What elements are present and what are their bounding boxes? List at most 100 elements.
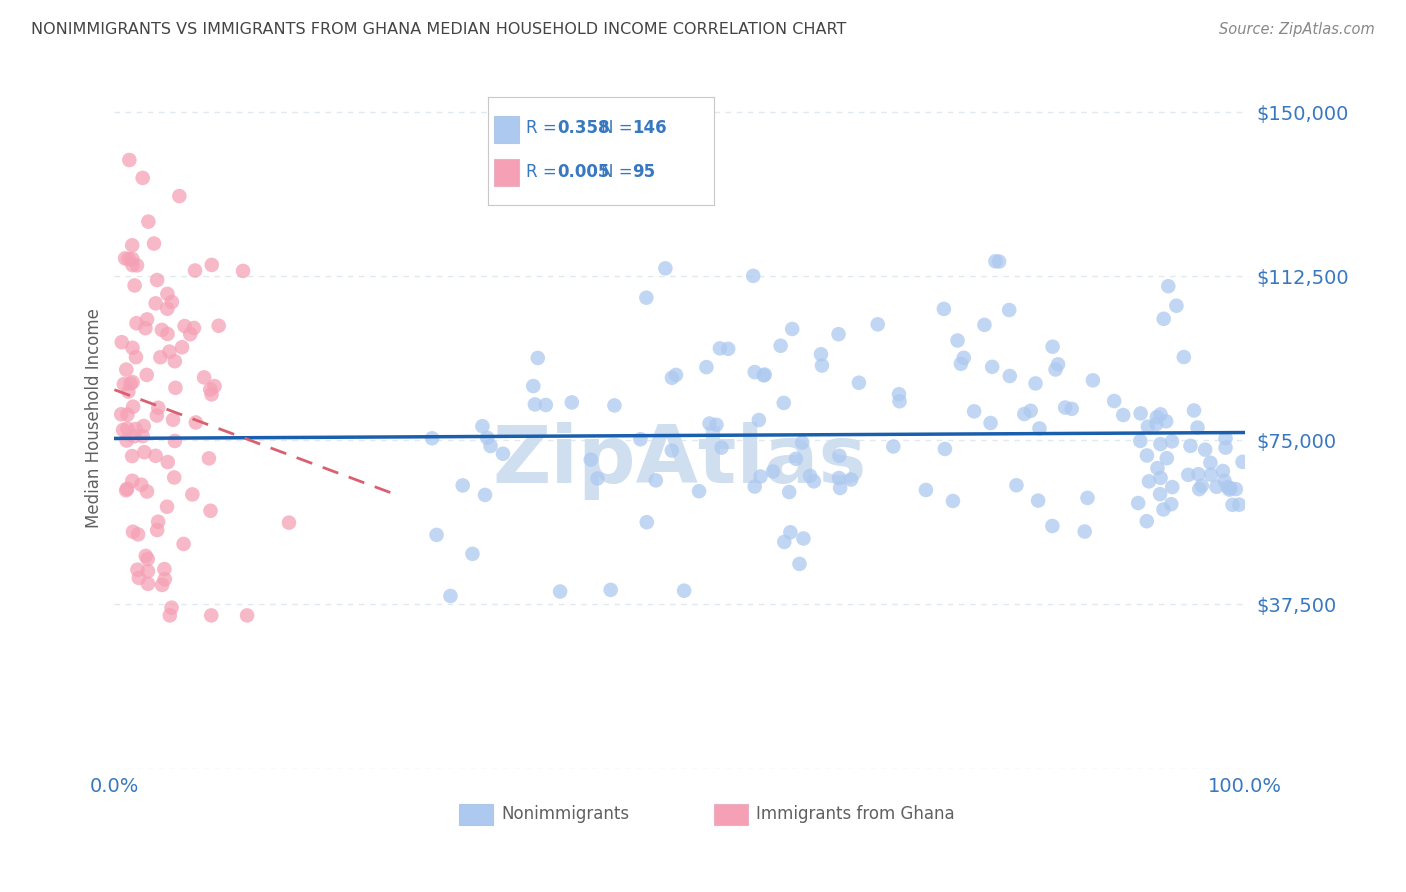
Point (1219, 481, 1241, 495)
Point (136, 577, 159, 591)
Point (1232, 455, 1254, 469)
Point (131, 429, 153, 443)
Point (474, 488, 496, 502)
Point (810, 347, 832, 361)
Point (156, 500, 179, 514)
Point (1081, 373, 1104, 387)
Point (115, 483, 138, 498)
Point (121, 449, 143, 463)
Point (136, 564, 159, 578)
Point (915, 483, 938, 497)
Point (1136, 449, 1159, 463)
Point (654, 261, 676, 276)
Point (143, 236, 166, 251)
Point (980, 416, 1002, 430)
Point (127, 527, 149, 541)
Point (932, 301, 955, 316)
Point (789, 557, 811, 571)
Point (981, 359, 1004, 374)
Point (122, 429, 145, 443)
Point (181, 487, 204, 501)
Point (184, 416, 207, 430)
Point (125, 316, 148, 330)
Point (1042, 340, 1064, 354)
Point (1187, 467, 1209, 482)
Point (1025, 376, 1047, 391)
Point (772, 396, 794, 410)
Point (1216, 480, 1239, 494)
Point (717, 342, 740, 356)
Point (121, 474, 143, 488)
Point (1026, 493, 1049, 508)
Point (1180, 439, 1202, 453)
Point (1173, 350, 1195, 364)
Point (1102, 394, 1125, 409)
Point (748, 413, 770, 427)
Point (125, 422, 148, 436)
Point (426, 528, 449, 542)
Point (184, 263, 207, 277)
Point (828, 471, 851, 485)
Point (579, 452, 602, 467)
Point (111, 335, 134, 350)
Point (163, 434, 186, 448)
Point (1040, 519, 1063, 533)
Point (1149, 408, 1171, 422)
Point (1182, 403, 1205, 417)
Point (946, 334, 969, 348)
Point (128, 571, 150, 585)
Point (1194, 442, 1216, 457)
Point (278, 516, 301, 530)
Point (523, 397, 546, 411)
Point (236, 608, 259, 623)
Point (160, 600, 183, 615)
Point (1149, 437, 1171, 451)
Point (1191, 479, 1213, 493)
Point (136, 484, 159, 499)
Point (1112, 408, 1135, 422)
Point (1129, 434, 1152, 448)
Point (198, 451, 221, 466)
Point (811, 359, 834, 373)
Point (1188, 482, 1211, 496)
Point (420, 431, 443, 445)
Point (1205, 480, 1227, 494)
Point (117, 421, 139, 435)
Point (173, 319, 195, 334)
Point (586, 471, 609, 485)
Point (208, 318, 231, 333)
Point (179, 327, 201, 342)
Point (1144, 417, 1167, 431)
Point (156, 455, 179, 469)
Point (1213, 474, 1236, 488)
Point (136, 214, 159, 228)
Point (121, 258, 143, 272)
Point (232, 264, 254, 278)
Point (1028, 421, 1050, 435)
Point (1222, 498, 1244, 512)
Point (603, 399, 626, 413)
Point (1166, 299, 1188, 313)
Point (149, 350, 172, 364)
Point (644, 474, 666, 488)
Point (827, 327, 849, 342)
Point (461, 547, 484, 561)
Point (848, 376, 870, 390)
Point (125, 350, 148, 364)
Point (117, 252, 139, 266)
Point (114, 252, 136, 266)
Point (156, 286, 179, 301)
Point (492, 447, 515, 461)
Point (127, 563, 149, 577)
Point (200, 383, 222, 397)
Point (695, 360, 717, 375)
Point (780, 322, 803, 336)
Point (131, 170, 153, 185)
Point (1045, 362, 1067, 376)
Point (963, 404, 986, 418)
Point (1146, 461, 1168, 475)
Point (1019, 404, 1042, 418)
Point (699, 417, 721, 431)
Point (778, 485, 800, 500)
Point (163, 354, 186, 368)
